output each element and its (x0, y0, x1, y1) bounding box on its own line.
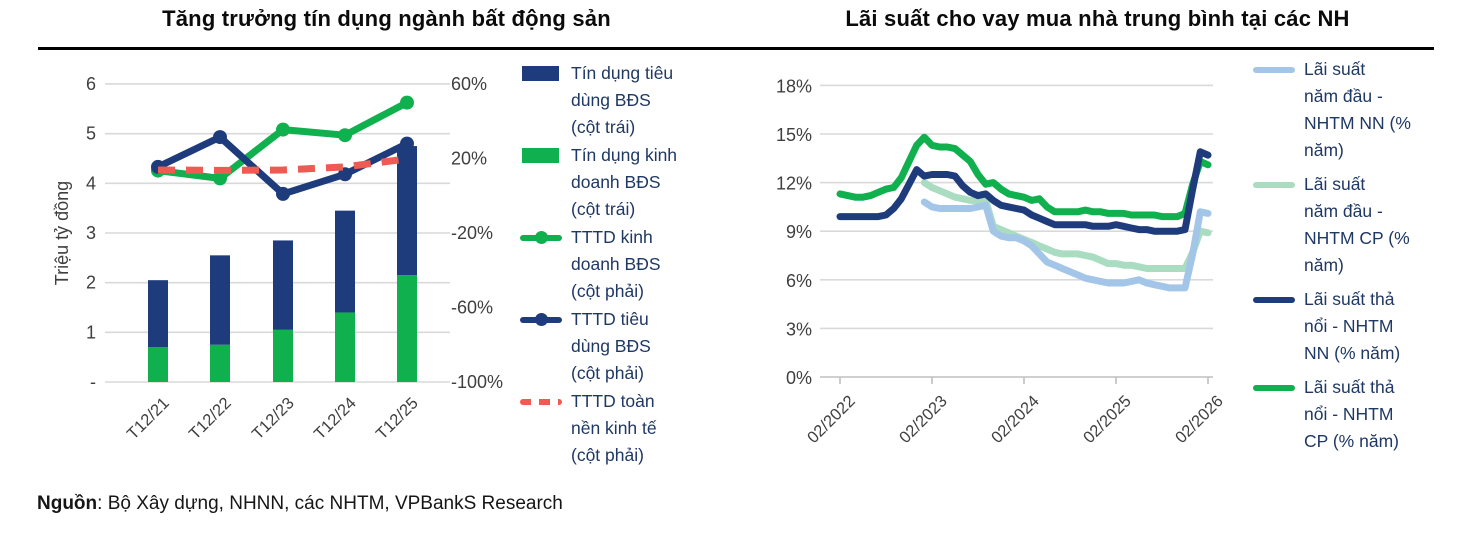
x-tick-label: T12/22 (186, 394, 235, 443)
rate-line-green (836, 133, 1212, 221)
legend-line-swatch (1253, 56, 1295, 83)
x-tick-label: T12/21 (124, 394, 173, 443)
x-tick-label: T12/23 (249, 394, 298, 443)
legend-label: Tín dụng tiêu dùng BĐS (cột trái) (571, 63, 674, 137)
legend-line-dot-swatch (520, 224, 562, 251)
legend-item: TTTD kinh doanh BĐS (cột phải) (520, 224, 725, 305)
y-tick-label: 15% (776, 125, 812, 145)
y-tick-label: 6% (786, 271, 812, 291)
x-tick-label: T12/24 (311, 394, 360, 443)
y-tick-label: 2 (86, 273, 96, 293)
legend-label: Lãi suất thả nổi - NHTM CP (% năm) (1304, 377, 1399, 451)
legend-line-dot-swatch (520, 306, 562, 333)
line-marker (276, 186, 290, 201)
x-tick-label: T12/25 (373, 394, 422, 443)
line-marker (338, 128, 352, 143)
source-label: Nguồn (37, 493, 98, 514)
legend-label: Lãi suất năm đầu - NHTM CP (% năm) (1304, 174, 1410, 275)
legend-label: TTTD toàn nền kinh tế (cột phải) (571, 391, 657, 465)
legend-line-swatch (1253, 286, 1295, 313)
legend-label: Lãi suất thả nổi - NHTM NN (% năm) (1304, 289, 1401, 363)
x-tick-label: 02/2022 (804, 392, 859, 447)
left-chart-legend: Tín dụng tiêu dùng BĐS (cột trái) Tín dụn… (520, 60, 725, 469)
bar-consumer-credit (273, 240, 293, 330)
y-tick-label: - (90, 372, 96, 392)
y-tick-label: 1 (86, 322, 96, 342)
mortgage-rate-chart: 18% 15% 12% 9% 6% 3% 0% 02/2022 02/2023 02/2024 02… (776, 76, 1227, 447)
y-tick-label: 5 (86, 124, 96, 144)
y-tick-label: 3% (786, 319, 812, 339)
bar-consumer-credit (210, 255, 230, 345)
bar-business-credit (148, 347, 168, 382)
source-text: : Bộ Xây dựng, NHNN, các NHTM, VPBankS R… (97, 493, 563, 514)
bar-business-credit (273, 329, 293, 382)
y-tick-label: 12% (776, 174, 812, 194)
credit-growth-chart: 6 5 4 3 2 1 - Triệu tỷ đồng 60% 20% -20% -60% -100% T… (52, 74, 503, 443)
legend-item: TTTD toàn nền kinh tế (cột phải) (520, 388, 725, 469)
line-marker (338, 167, 352, 182)
line-marker (213, 171, 227, 186)
legend-label: TTTD tiêu dùng BĐS (cột phải) (571, 309, 651, 383)
y-axis-title: Triệu tỷ đồng (52, 181, 72, 285)
line-marker (400, 136, 414, 151)
right-chart-legend: Lãi suất năm đầu - NHTM NN (% năm) Lãi su… (1253, 56, 1465, 455)
x-tick-label: 02/2025 (1080, 392, 1135, 447)
bar-business-credit (335, 312, 355, 382)
y-tick-label: 6 (86, 74, 96, 94)
right-axis-tick-label: -100% (451, 372, 503, 392)
title-underline (38, 47, 1434, 50)
legend-label: Lãi suất năm đầu - NHTM NN (% năm) (1304, 59, 1411, 160)
legend-label: TTTD kinh doanh BĐS (cột phải) (571, 227, 661, 301)
y-tick-label: 3 (86, 223, 96, 243)
line-marker (400, 95, 414, 110)
right-axis-tick-label: 60% (451, 74, 487, 94)
right-axis-tick-label: -20% (451, 223, 493, 243)
legend-line-swatch (1253, 171, 1295, 198)
rate-line-navy (836, 148, 1212, 235)
y-tick-label: 4 (86, 173, 96, 193)
bar-consumer-credit (148, 280, 168, 348)
rate-line-light_green (920, 179, 1212, 272)
y-tick-label: 18% (776, 76, 812, 96)
legend-item: Lãi suất thả nổi - NHTM CP (% năm) (1253, 374, 1465, 455)
x-tick-label: 02/2026 (1172, 392, 1227, 447)
bar-business-credit (397, 275, 417, 382)
legend-rect-swatch (520, 142, 562, 169)
legend-item: TTTD tiêu dùng BĐS (cột phải) (520, 306, 725, 387)
legend-line-swatch (1253, 374, 1295, 401)
bar-consumer-credit (397, 146, 417, 276)
legend-item: Tín dụng tiêu dùng BĐS (cột trái) (520, 60, 725, 141)
x-tick-label: 02/2024 (988, 392, 1043, 447)
y-tick-label: 0% (786, 368, 812, 388)
legend-rect-swatch (520, 60, 562, 87)
bar-business-credit (210, 344, 230, 382)
legend-item: Lãi suất năm đầu - NHTM CP (% năm) (1253, 171, 1465, 279)
line-marker (213, 130, 227, 145)
line-red (157, 155, 408, 174)
bar-consumer-credit (335, 210, 355, 313)
legend-item: Lãi suất năm đầu - NHTM NN (% năm) (1253, 56, 1465, 164)
source-note: Nguồn: Bộ Xây dựng, NHNN, các NHTM, VPBa… (37, 493, 563, 515)
legend-item: Tín dụng kinh doanh BĐS (cột trái) (520, 142, 725, 223)
right-axis-tick-label: -60% (451, 298, 493, 318)
legend-label: Tín dụng kinh doanh BĐS (cột trái) (571, 145, 678, 219)
left-chart-title: Tăng trưởng tín dụng ngành bất động sản (162, 6, 611, 31)
x-tick-label: 02/2023 (896, 392, 951, 447)
rate-line-light_blue (920, 198, 1212, 292)
line-marker (276, 122, 290, 137)
y-tick-label: 9% (786, 222, 812, 242)
legend-item: Lãi suất thả nổi - NHTM NN (% năm) (1253, 286, 1465, 367)
right-axis-tick-label: 20% (451, 149, 487, 169)
legend-dash-swatch (520, 388, 562, 415)
right-chart-title: Lãi suất cho vay mua nhà trung bình tại … (845, 6, 1350, 31)
